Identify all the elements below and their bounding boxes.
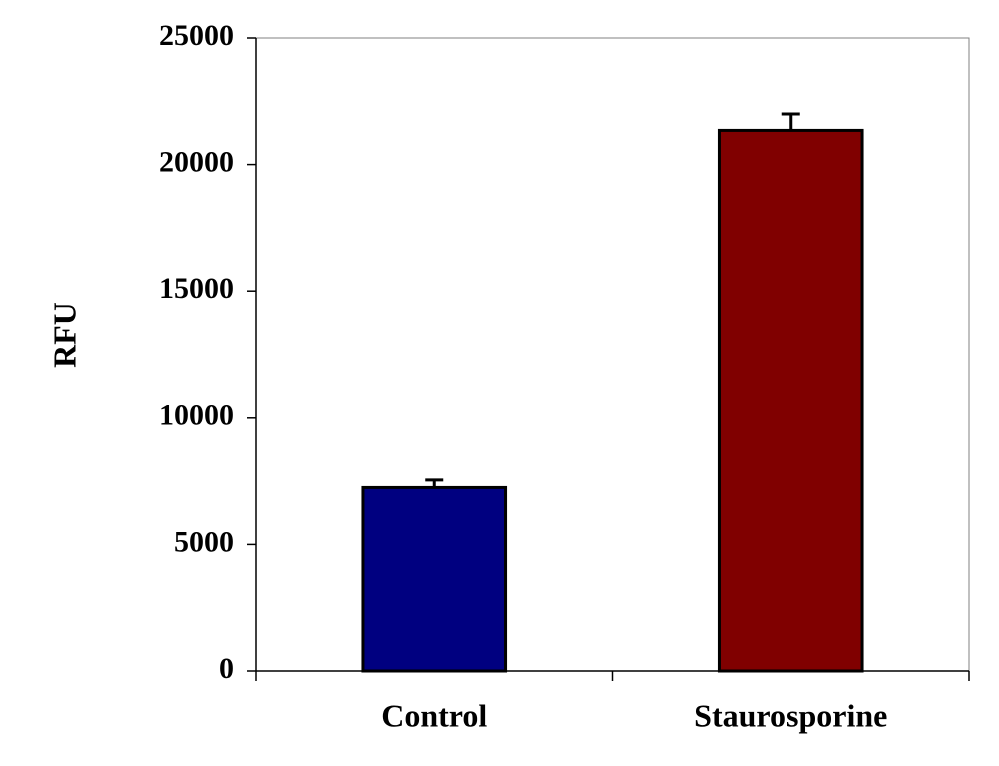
bar (361, 485, 508, 673)
y-axis-label: RFU (46, 302, 82, 368)
error-bar (425, 478, 444, 488)
error-bar (781, 112, 800, 131)
x-tick-label: Control (381, 697, 487, 733)
y-tick-label: 10000 (159, 399, 234, 432)
y-tick-label: 5000 (174, 525, 234, 558)
y-tick-label: 15000 (159, 272, 234, 305)
x-tick-label: Staurosporine (694, 697, 887, 733)
bar (717, 128, 864, 673)
y-tick-label: 20000 (159, 145, 234, 178)
y-tick-label: 25000 (159, 19, 234, 52)
y-tick-label: 0 (219, 652, 234, 685)
